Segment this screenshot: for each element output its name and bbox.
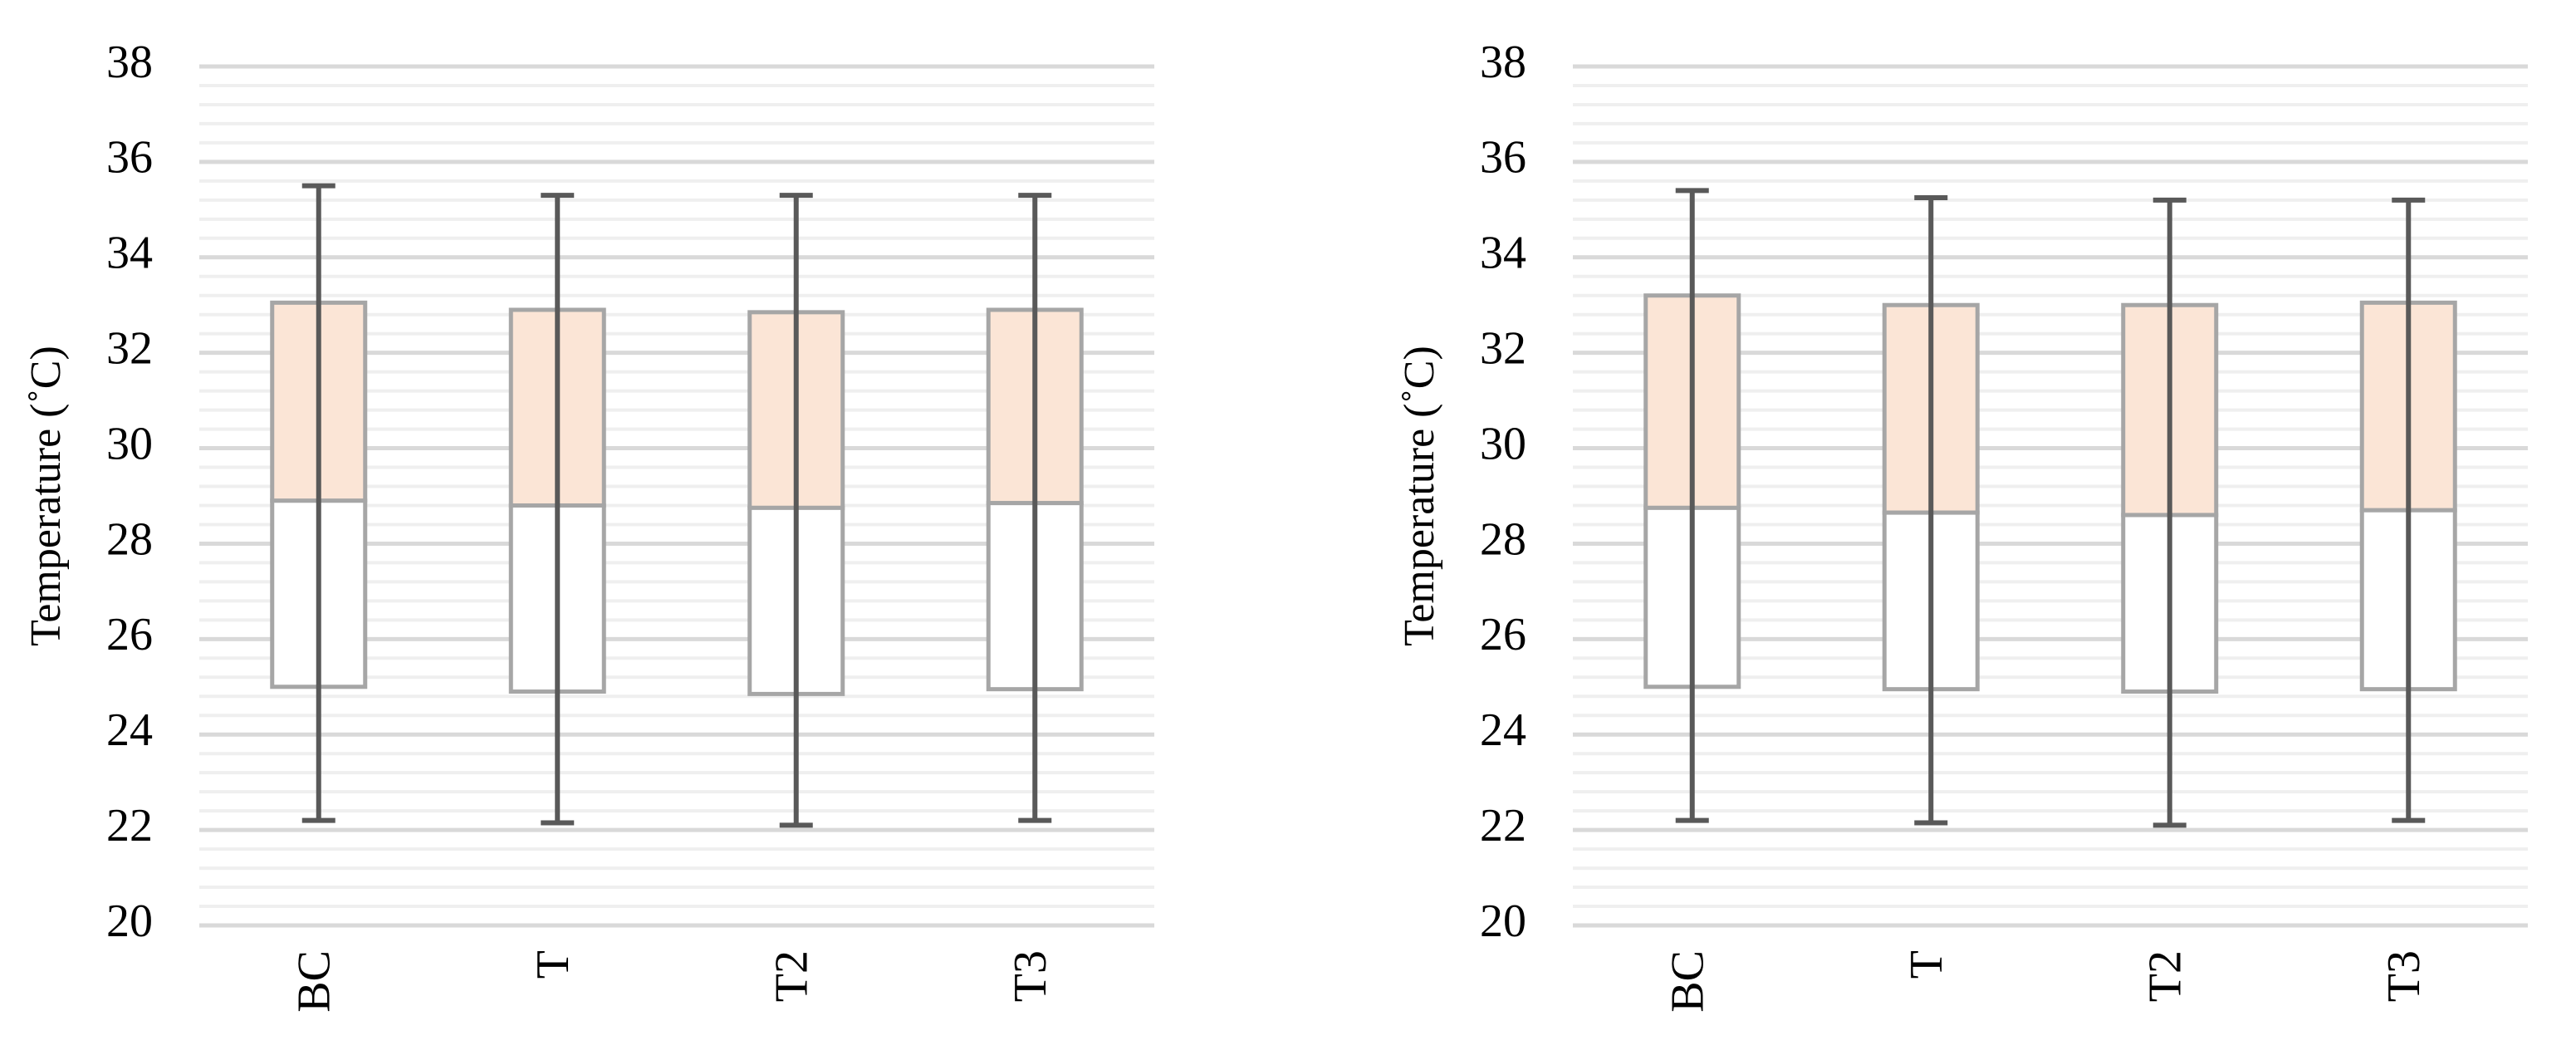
x-tick-label: T xyxy=(527,950,579,979)
y-axis-title: Temperature (˚C) xyxy=(1396,346,1443,646)
y-tick-label: 34 xyxy=(106,228,153,279)
y-tick-label: 28 xyxy=(106,513,153,565)
x-tick-label: T3 xyxy=(1005,950,1056,1002)
y-tick-label: 24 xyxy=(106,704,153,756)
y-tick-label: 22 xyxy=(106,800,153,851)
y-axis-title: Temperature (˚C) xyxy=(22,346,70,646)
y-tick-label: 20 xyxy=(1480,896,1526,947)
x-tick-label: T2 xyxy=(766,950,818,1002)
x-tick-label: T xyxy=(1901,950,1952,979)
chart: 20 22 24 26 28 30 32 34 36 38 Temperature (˚C) BC T T… xyxy=(22,37,1154,1013)
chart: 20 22 24 26 28 30 32 34 36 38 Temperature (˚C) BC T T… xyxy=(1396,37,2528,1013)
x-tick-label: BC xyxy=(1663,950,1714,1013)
y-tick-label: 20 xyxy=(106,896,153,947)
y-tick-label: 36 xyxy=(106,132,153,184)
y-tick-label: 36 xyxy=(1480,132,1526,184)
y-tick-label: 32 xyxy=(1480,323,1526,375)
y-tick-label: 28 xyxy=(1480,513,1526,565)
y-tick-label: 24 xyxy=(1480,704,1526,756)
x-tick-label: BC xyxy=(289,950,340,1013)
x-tick-label: T2 xyxy=(2140,950,2192,1002)
y-tick-label: 30 xyxy=(106,418,153,469)
x-tick-label: T3 xyxy=(2378,950,2430,1002)
y-tick-label: 32 xyxy=(106,323,153,375)
y-tick-label: 26 xyxy=(1480,609,1526,660)
y-tick-label: 26 xyxy=(106,609,153,660)
y-tick-label: 30 xyxy=(1480,418,1526,469)
y-tick-label: 34 xyxy=(1480,228,1526,279)
y-tick-label: 38 xyxy=(1480,37,1526,88)
y-tick-label: 38 xyxy=(106,37,153,88)
y-tick-label: 22 xyxy=(1480,800,1526,851)
